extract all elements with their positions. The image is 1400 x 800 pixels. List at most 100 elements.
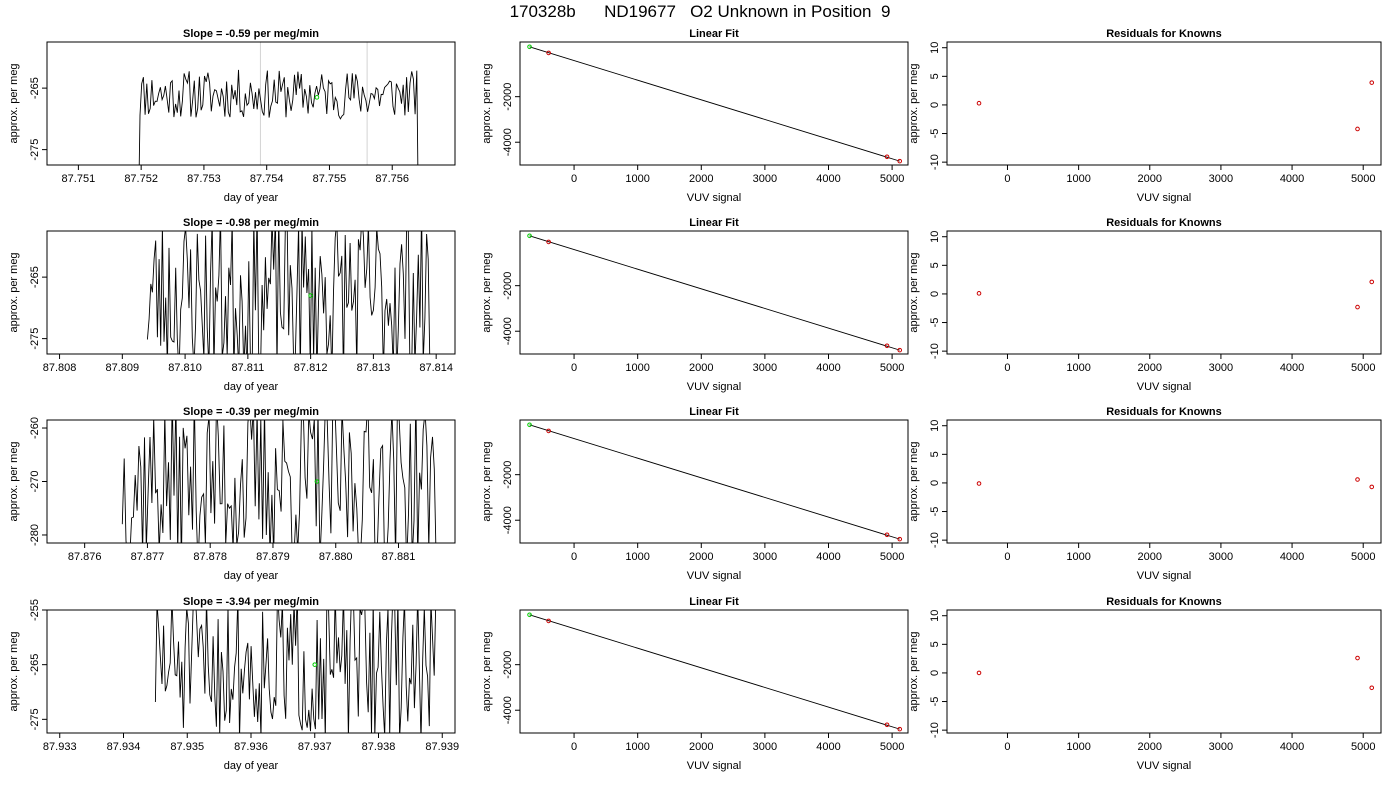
data-point-red xyxy=(976,291,982,296)
x-tick-label: 0 xyxy=(571,741,577,753)
data-point-green xyxy=(312,662,318,667)
panel-resid-3: 0 1000 2000 3000 4000 5000 10 5 0 -5 -10 Residuals … xyxy=(908,406,1382,582)
x-tick-label: 87.876 xyxy=(68,551,102,563)
x-tick-label: 0 xyxy=(1004,362,1010,374)
x-tick-label: 87.809 xyxy=(105,362,139,374)
x-tick-label: 87.812 xyxy=(294,362,328,374)
y-axis-label: approx. per meg xyxy=(481,63,493,143)
x-tick-label: 87.881 xyxy=(382,551,416,563)
panel-resid-1: 0 1000 2000 3000 4000 5000 10 5 0 -5 -10 Residuals … xyxy=(908,28,1382,204)
panel-fit-4: 0 1000 2000 3000 4000 5000 -2000 -4000 Linear Fi… xyxy=(481,596,909,772)
x-tick-label: 87.754 xyxy=(250,173,284,185)
panel-fit-1: 0 1000 2000 3000 4000 5000 -2000 -4000 Linear Fi… xyxy=(481,28,909,204)
data-point-red xyxy=(1355,126,1360,132)
plot-area xyxy=(527,44,903,164)
x-tick-label: 5000 xyxy=(1351,362,1375,374)
x-tick-label: 0 xyxy=(571,362,577,374)
x-tick-label: 0 xyxy=(1004,741,1010,753)
plot-area xyxy=(976,80,1375,132)
x-tick-label: 3000 xyxy=(753,362,777,374)
data-point-green xyxy=(308,293,313,298)
x-axis-label: day of year xyxy=(224,192,279,204)
plot-frame xyxy=(946,419,1382,544)
data-point-green xyxy=(314,95,320,100)
chart-title: Linear Fit xyxy=(689,217,739,229)
chart-title: Linear Fit xyxy=(689,406,739,418)
chart-title: Residuals for Knowns xyxy=(1106,596,1222,608)
data-point-red xyxy=(1355,477,1360,482)
y-tick-label: -10 xyxy=(929,722,941,738)
x-axis-label: day of year xyxy=(224,570,279,582)
y-tick-label: -275 xyxy=(29,708,41,730)
data-point-red xyxy=(897,726,903,732)
x-tick-label: 87.753 xyxy=(187,173,221,185)
data-point-red xyxy=(897,347,903,353)
plot-frame xyxy=(946,230,1382,355)
panel-fit-3: 0 1000 2000 3000 4000 5000 -2000 -4000 Linear Fi… xyxy=(481,406,909,582)
x-tick-label: 2000 xyxy=(689,362,713,374)
plot-area xyxy=(146,231,431,354)
y-tick-label: -5 xyxy=(929,129,941,139)
x-tick-label: 87.934 xyxy=(107,741,141,753)
y-axis-label: approx. per meg xyxy=(481,252,493,332)
x-tick-label: 2000 xyxy=(689,173,713,185)
x-tick-label: 1000 xyxy=(625,741,649,753)
x-tick-label: 1000 xyxy=(625,362,649,374)
x-tick-label: 3000 xyxy=(753,551,777,563)
y-tick-label: -2000 xyxy=(502,272,514,300)
panel-resid-4: 0 1000 2000 3000 4000 5000 10 5 0 -5 -10 Residuals … xyxy=(908,596,1382,772)
x-tick-label: 0 xyxy=(1004,551,1010,563)
data-point-red xyxy=(546,618,551,624)
y-tick-label: -5 xyxy=(929,507,941,517)
chart-title: Linear Fit xyxy=(689,596,739,608)
y-tick-label: -260 xyxy=(29,417,41,439)
y-tick-label: 10 xyxy=(929,42,941,54)
x-tick-label: 87.936 xyxy=(234,741,268,753)
x-tick-label: 0 xyxy=(571,551,577,563)
y-tick-label: 5 xyxy=(929,451,941,457)
data-point-red xyxy=(1369,80,1375,85)
data-point-green xyxy=(527,44,532,50)
x-tick-label: 3000 xyxy=(753,741,777,753)
x-tick-label: 87.879 xyxy=(256,551,290,563)
plot-area xyxy=(527,422,903,542)
y-tick-label: -275 xyxy=(29,139,41,161)
plot-area xyxy=(121,420,437,543)
y-tick-label: -280 xyxy=(29,524,41,546)
y-tick-label: -255 xyxy=(29,599,41,621)
x-tick-label: 2000 xyxy=(1138,551,1162,563)
x-axis-label: VUV signal xyxy=(1137,760,1191,772)
x-tick-label: 87.755 xyxy=(313,173,347,185)
data-point-red xyxy=(897,536,903,542)
y-tick-label: -4000 xyxy=(502,506,514,534)
y-tick-label: -275 xyxy=(29,328,41,350)
x-axis-label: VUV signal xyxy=(1137,381,1191,393)
data-point-green xyxy=(527,612,532,618)
x-tick-label: 4000 xyxy=(1280,173,1304,185)
y-tick-label: -265 xyxy=(29,654,41,676)
chart-title: Residuals for Knowns xyxy=(1106,406,1222,418)
x-tick-label: 87.933 xyxy=(43,741,77,753)
x-tick-label: 2000 xyxy=(1138,741,1162,753)
x-tick-label: 1000 xyxy=(1066,362,1090,374)
y-tick-label: -10 xyxy=(929,154,941,170)
x-tick-label: 1000 xyxy=(625,551,649,563)
x-tick-label: 87.810 xyxy=(168,362,202,374)
fit-line xyxy=(529,614,900,730)
y-axis-label: approx. per meg xyxy=(908,252,920,332)
plot-area xyxy=(154,610,437,733)
x-tick-label: 2000 xyxy=(1138,362,1162,374)
x-tick-label: 4000 xyxy=(816,362,840,374)
plot-area xyxy=(976,279,1375,310)
data-point-red xyxy=(884,154,890,160)
series-trace xyxy=(121,420,437,543)
data-point-red xyxy=(976,100,982,106)
y-tick-label: 10 xyxy=(929,231,941,243)
fit-line xyxy=(529,46,900,162)
x-tick-label: 3000 xyxy=(1209,173,1233,185)
y-tick-label: -10 xyxy=(929,532,941,548)
y-tick-label: -4000 xyxy=(502,696,514,724)
x-tick-label: 5000 xyxy=(880,551,904,563)
x-tick-label: 87.756 xyxy=(375,173,409,185)
